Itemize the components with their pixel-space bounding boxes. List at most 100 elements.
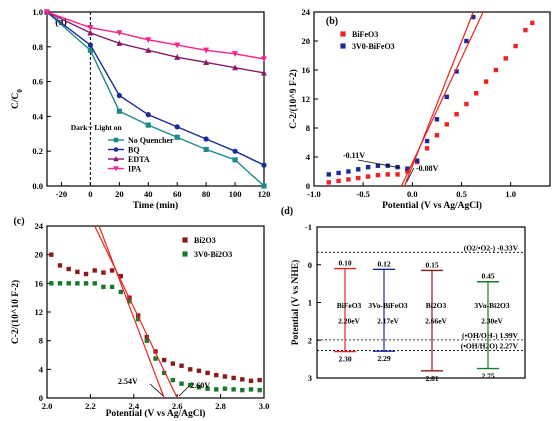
panel-c-point <box>231 375 236 381</box>
panel-c-point <box>66 281 71 286</box>
panel-a-ytick-label: 0.0 <box>32 181 43 191</box>
panel-a-xtick-label: -20 <box>56 189 67 199</box>
panel-b-point <box>346 169 351 174</box>
panel-c-point <box>196 368 202 373</box>
panel-c-xtick-label: 2.2 <box>85 401 96 411</box>
panel-c-xtick-label: 2.6 <box>172 401 183 411</box>
panel-a-legend-marker <box>113 166 119 172</box>
panel-b-point <box>483 79 489 84</box>
panel-b-series-1 <box>326 14 476 177</box>
panel-d-material-name: BiFeO3 <box>337 301 362 310</box>
panel-d-gap-label: 2.17eV <box>377 316 399 325</box>
panel-c-point <box>101 284 106 290</box>
panel-a-ytick-label: 0.4 <box>32 111 43 121</box>
panel-c-annot-1: 2.54V <box>118 377 138 386</box>
panel-a-line <box>46 11 265 74</box>
panel-b-point <box>356 175 361 181</box>
panel-c-point <box>161 370 167 376</box>
panel-a-point <box>174 124 180 130</box>
panel-b-ytick-label: 4 <box>306 152 311 162</box>
panel-b-point <box>503 56 508 61</box>
panel-c-point <box>240 377 245 382</box>
panel-d-ytick-label: 0 <box>308 260 312 270</box>
panel-b-point <box>356 167 361 172</box>
panel-a-ytick-label: 0.2 <box>32 146 43 156</box>
panel-a-point <box>174 54 181 60</box>
panel-c-point <box>196 385 202 390</box>
panel-a-xtick-label: 20 <box>115 189 124 199</box>
panel-c-point <box>188 382 193 388</box>
panel-c-xtick-label: 3.0 <box>259 401 270 411</box>
panel-d-material-0: 0.10 2.30 BiFeO3 2.20eV <box>334 259 362 364</box>
panel-c-point <box>92 268 97 273</box>
panel-a-point <box>116 40 123 46</box>
panel-b-legend-marker <box>340 31 346 37</box>
panel-c-point <box>83 271 89 277</box>
panel-c-point <box>161 357 167 363</box>
panel-c-series-1 <box>49 281 262 393</box>
panel-c-point <box>83 281 89 286</box>
panel-b-point <box>424 138 430 144</box>
panel-c-point <box>222 386 228 391</box>
panel-a-point <box>232 64 239 71</box>
panel-b-tangent <box>403 11 474 187</box>
panel-c-point <box>170 361 176 366</box>
panel-c-point <box>57 281 63 286</box>
panel-b-xtick-label: 0.0 <box>407 189 418 199</box>
panel-c-tangent <box>98 225 165 399</box>
panel-b-point <box>326 180 331 185</box>
panel-a-point <box>261 56 267 63</box>
panel-d-gap-label: 2.20eV <box>338 316 360 325</box>
panel-a-point <box>203 146 209 153</box>
panel-b-point <box>434 117 440 122</box>
panel-b-point <box>385 172 390 177</box>
panel-d-vb-label: 2.81 <box>425 374 438 383</box>
panel-a-series-3 <box>44 9 267 63</box>
panel-c-legend-marker <box>182 251 188 257</box>
panel-c-point <box>231 387 236 392</box>
panel-d-vb-label: 2.75 <box>481 372 494 381</box>
panel-a-series-0 <box>44 9 267 189</box>
panel-c-point <box>179 363 184 368</box>
panel-b-ytick-label: 8 <box>306 123 310 133</box>
panel-c-ylabel: C-2/(10^10 F-2) <box>10 280 21 344</box>
panel-a-point <box>174 134 180 140</box>
panel-a-xlabel: Time (min) <box>133 200 178 211</box>
panel-a-point <box>232 157 238 163</box>
panel-a-ylabel-sub: 0 <box>16 89 24 93</box>
panel-b-point <box>346 177 351 182</box>
panel-d-ytick-label: -1 <box>305 222 312 232</box>
panel-c-label: (c) <box>13 216 24 227</box>
panel-a-series-2 <box>44 8 267 76</box>
panel-a-point <box>87 42 93 48</box>
panel-a-point <box>261 69 267 76</box>
panel-c-ytick-label: 24 <box>35 221 44 231</box>
panel-c-point <box>57 263 63 268</box>
panel-c-point <box>66 266 71 272</box>
panel-c-point <box>118 289 123 295</box>
panel-c-point <box>109 284 115 290</box>
panel-a-point <box>232 51 239 57</box>
panel-a-line <box>46 11 265 60</box>
panel-a-point <box>44 9 50 16</box>
panel-b-xtick-label: -0.5 <box>356 189 369 199</box>
panel-c-ytick-label: 4 <box>39 364 44 374</box>
panel-c-legend-label: Bi2O3 <box>194 236 216 245</box>
panel-c-point <box>257 387 262 393</box>
panel-b-point <box>464 101 469 107</box>
panel-b-point <box>454 112 459 117</box>
panel-c-legend-marker <box>182 237 188 243</box>
panel-a-line <box>46 11 265 187</box>
panel-c-ytick-label: 16 <box>35 278 44 288</box>
panel-d-material-1: 0.12 2.29 3Vo-BiFeO3 2.17eV <box>368 259 408 363</box>
panel-a-point <box>145 122 151 128</box>
panel-b-point <box>424 146 430 151</box>
panel-c-point <box>153 356 158 361</box>
panel-c-point <box>257 377 262 383</box>
panel-a-xtick-label: 40 <box>144 189 153 199</box>
panel-d-label: (d) <box>281 206 293 217</box>
panel-b-point <box>405 166 410 171</box>
panel-c-point <box>144 338 150 343</box>
panel-c-ytick-label: 8 <box>39 336 43 346</box>
panel-b-xtick-label: 1.0 <box>505 189 516 199</box>
